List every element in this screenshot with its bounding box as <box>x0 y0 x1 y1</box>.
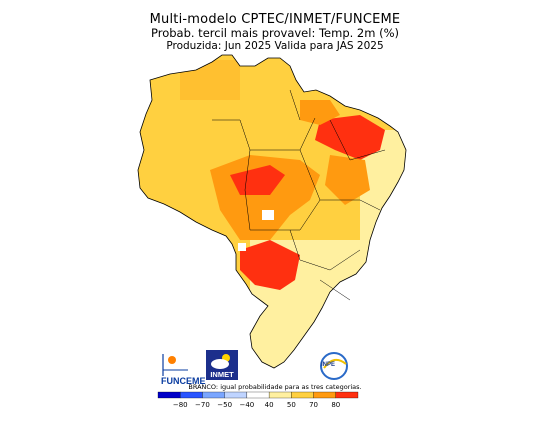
color-legend-ticks: −80 −70 −50 −40 40 50 70 80 <box>173 401 340 409</box>
legend-tick-label: −80 <box>173 401 188 409</box>
legend-color-box <box>246 391 270 399</box>
fill-red-center <box>230 165 285 195</box>
funceme-label: FUNCEME <box>161 376 206 386</box>
legend-tick-label: 70 <box>309 401 318 409</box>
legend-color-box <box>313 391 336 399</box>
inmet-cloud-icon <box>211 354 230 369</box>
legend-color-box <box>202 391 225 399</box>
legend-tick-label: 40 <box>265 401 274 409</box>
fill-orange-bahia <box>325 155 370 205</box>
legend-tick-label: 50 <box>287 401 296 409</box>
legend-tick-label: −50 <box>217 401 232 409</box>
legend-color-box <box>224 391 248 399</box>
legend-tick-label: 80 <box>331 401 340 409</box>
inpe-logo: INPE <box>318 350 350 382</box>
inmet-label: INMET <box>210 370 234 379</box>
color-legend-boxes <box>157 391 359 399</box>
legend-note: BRANCO: igual probabilidade para as tres… <box>188 383 362 391</box>
map-validity: Produzida: Jun 2025 Valida para JAS 2025 <box>166 40 384 52</box>
funceme-logo: FUNCEME <box>158 350 206 386</box>
map-title: Multi-modelo CPTEC/INMET/FUNCEME <box>149 12 401 27</box>
legend-tick-label: −70 <box>195 401 210 409</box>
fill-white-patch-2 <box>238 243 246 251</box>
inpe-emblem-icon <box>320 352 348 380</box>
fill-red-northeast <box>315 115 385 160</box>
state-borders <box>212 89 386 301</box>
legend-color-box <box>180 391 203 399</box>
fill-red-mato-grosso-sul <box>240 240 300 290</box>
inmet-logo: INMET <box>206 350 238 380</box>
legend-color-box <box>291 391 314 399</box>
legend-color-box <box>335 391 359 399</box>
fill-white-patch <box>262 210 274 220</box>
legend-tick-label: −40 <box>239 401 254 409</box>
legend-color-box <box>268 391 292 399</box>
map-subtitle: Probab. tercil mais provavel: Temp. 2m (… <box>150 26 400 40</box>
map-titles: Multi-modelo CPTEC/INMET/FUNCEME Probab.… <box>0 12 550 53</box>
fill-orange-north <box>300 100 340 125</box>
inpe-label: INPE <box>321 362 336 368</box>
funceme-emblem-icon <box>162 354 188 376</box>
legend-color-box <box>157 391 181 399</box>
